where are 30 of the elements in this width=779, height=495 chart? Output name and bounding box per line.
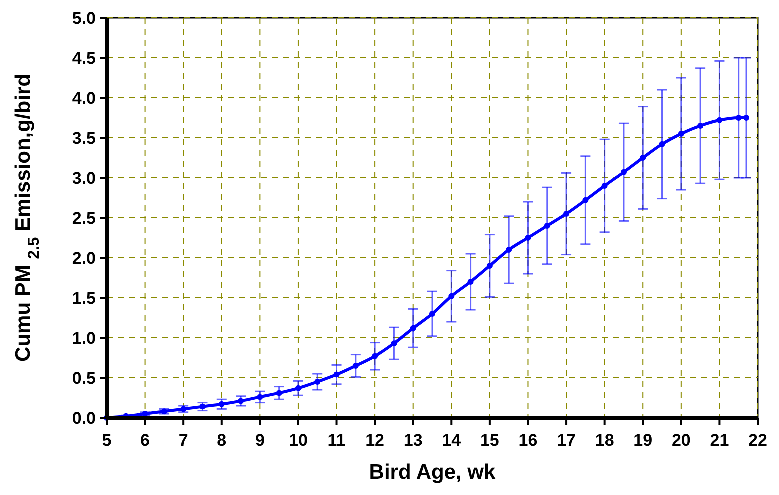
y-tick-label: 4.5 xyxy=(72,49,96,68)
x-axis-title: Bird Age, wk xyxy=(369,461,496,484)
y-tick-label: 3.0 xyxy=(72,169,96,188)
x-tick-label: 9 xyxy=(255,431,265,450)
y-tick-label: 3.5 xyxy=(72,129,96,148)
x-tick-label: 8 xyxy=(217,431,227,450)
x-tick-label: 6 xyxy=(140,431,150,450)
x-tick-label: 7 xyxy=(178,431,188,450)
y-tick-label: 0.5 xyxy=(72,369,96,388)
x-tick-label: 5 xyxy=(102,431,112,450)
x-tick-label: 18 xyxy=(595,431,614,450)
x-tick-label: 19 xyxy=(634,431,653,450)
y-tick-label: 2.5 xyxy=(72,209,96,228)
y-tick-label: 4.0 xyxy=(72,89,96,108)
x-tick-label: 11 xyxy=(328,431,346,450)
x-tick-label: 21 xyxy=(710,431,730,450)
x-tick-label: 20 xyxy=(672,431,691,450)
y-tick-label: 2.0 xyxy=(72,249,96,268)
x-tick-label: 12 xyxy=(366,431,385,450)
x-tick-label: 22 xyxy=(748,431,768,450)
y-tick-label: 5.0 xyxy=(72,9,96,28)
y-tick-label: 1.5 xyxy=(72,289,96,308)
x-tick-label: 15 xyxy=(480,431,500,450)
x-tick-label: 16 xyxy=(518,431,538,450)
x-tick-label: 17 xyxy=(557,431,576,450)
y-tick-label: 0.0 xyxy=(72,409,96,428)
y-tick-label: 1.0 xyxy=(72,329,96,348)
x-tick-label: 13 xyxy=(404,431,423,450)
x-tick-label: 14 xyxy=(442,431,462,450)
x-tick-label: 10 xyxy=(289,431,308,450)
